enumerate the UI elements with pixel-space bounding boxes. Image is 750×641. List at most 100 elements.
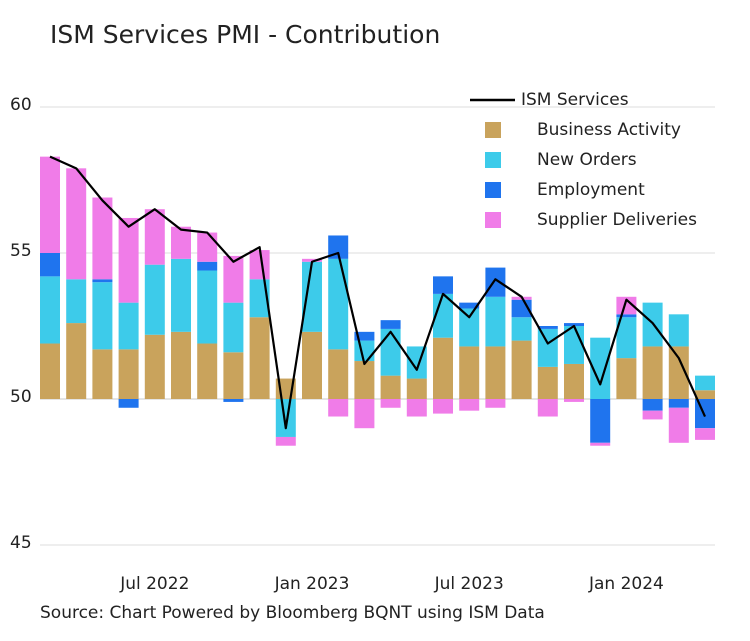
- bar-segment: [144, 209, 165, 265]
- bar-segment: [197, 232, 218, 262]
- bar-segment: [144, 334, 165, 399]
- x-tick-label: Jul 2023: [434, 574, 504, 594]
- bar-segment: [695, 428, 715, 440]
- bar-segment: [380, 375, 401, 399]
- legend-label: ISM Services: [521, 90, 629, 110]
- bar-segment: [354, 340, 375, 362]
- bar-segment: [380, 320, 401, 329]
- bar-segment: [485, 296, 506, 347]
- bar-segment: [668, 407, 689, 443]
- y-tick-label: 60: [10, 95, 32, 115]
- bar-segment: [92, 197, 113, 280]
- bar-segment: [302, 331, 322, 399]
- y-tick-label: 45: [10, 533, 32, 553]
- bar-segment: [223, 255, 244, 303]
- bar-segment: [668, 399, 689, 408]
- bar-segment: [642, 399, 663, 411]
- bar-segment: [354, 331, 375, 341]
- bar-segment: [66, 168, 87, 280]
- bar-segment: [328, 258, 349, 350]
- legend-label: Business Activity: [537, 120, 681, 140]
- bar-segment: [485, 399, 506, 408]
- bar-segment: [92, 282, 113, 350]
- bar-segment: [406, 378, 427, 399]
- legend-swatch: [485, 212, 501, 228]
- bar-segment: [590, 399, 611, 443]
- bar-segment: [197, 343, 218, 399]
- legend-swatch: [485, 122, 501, 138]
- bar-segment: [40, 253, 60, 277]
- bar-segment: [66, 279, 87, 324]
- source-note: Source: Chart Powered by Bloomberg BQNT …: [40, 603, 545, 623]
- bar-segment: [459, 302, 480, 309]
- bar-segment: [223, 399, 244, 402]
- bar-segment: [302, 258, 322, 262]
- bar-segment: [616, 296, 637, 315]
- bar-segment: [433, 276, 453, 294]
- bar-segment: [118, 349, 139, 399]
- bar-segment: [66, 323, 87, 399]
- bar-segment: [118, 217, 139, 303]
- bar-segment: [590, 337, 611, 399]
- legend-swatch: [485, 182, 501, 198]
- bar-segment: [40, 343, 60, 399]
- chart-title: ISM Services PMI - Contribution: [50, 20, 440, 49]
- bar-segment: [616, 317, 637, 359]
- bar-segment: [564, 323, 584, 326]
- y-tick-label: 50: [10, 387, 32, 407]
- bar-segment: [537, 328, 558, 367]
- bar-segment: [118, 399, 139, 408]
- x-tick-label: Jul 2022: [119, 574, 189, 594]
- bar-segment: [171, 226, 191, 259]
- bar-segment: [695, 375, 715, 391]
- bar-segment: [537, 326, 558, 329]
- bar-segment: [616, 314, 637, 318]
- bar-segment: [564, 363, 584, 399]
- bar-segment: [511, 317, 532, 341]
- bar-segment: [537, 366, 558, 399]
- bar-segment: [223, 352, 244, 399]
- bar-segment: [668, 314, 689, 347]
- legend-label: New Orders: [537, 150, 637, 170]
- bar-segment: [380, 328, 401, 376]
- bar-segment: [642, 346, 663, 399]
- bar-segment: [171, 331, 191, 399]
- bar-segment: [249, 250, 270, 280]
- bar-segment: [328, 235, 349, 259]
- bar-segment: [223, 302, 244, 353]
- legend-label: Employment: [537, 180, 645, 200]
- bar-segment: [328, 349, 349, 399]
- bar-segment: [433, 293, 453, 338]
- bar-segment: [616, 358, 637, 399]
- x-tick-label: Jan 2023: [274, 574, 350, 594]
- y-tick-label: 55: [10, 241, 32, 261]
- bar-segment: [302, 261, 322, 332]
- bar-segment: [485, 267, 506, 297]
- bar-segment: [275, 436, 296, 446]
- x-tick-label: Jan 2024: [588, 574, 664, 594]
- bar-segment: [144, 264, 165, 335]
- bar-segment: [590, 442, 611, 446]
- bar-segment: [354, 361, 375, 399]
- bar-segment: [40, 276, 60, 344]
- bar-segment: [92, 349, 113, 399]
- bar-segment: [197, 261, 218, 271]
- bar-segment: [406, 399, 427, 417]
- bar-segment: [695, 390, 715, 399]
- bar-segment: [668, 346, 689, 399]
- bar-segment: [564, 399, 584, 402]
- bar-segment: [485, 346, 506, 399]
- bar-segment: [328, 399, 349, 417]
- bar-segment: [171, 258, 191, 332]
- bar-segment: [459, 399, 480, 411]
- bar-segment: [459, 308, 480, 347]
- bar-segment: [197, 270, 218, 344]
- bar-segment: [118, 302, 139, 350]
- legend-swatch: [485, 152, 501, 168]
- bar-segment: [380, 399, 401, 408]
- bar-segment: [354, 399, 375, 429]
- bar-segment: [433, 337, 453, 399]
- bar-segment: [92, 279, 113, 283]
